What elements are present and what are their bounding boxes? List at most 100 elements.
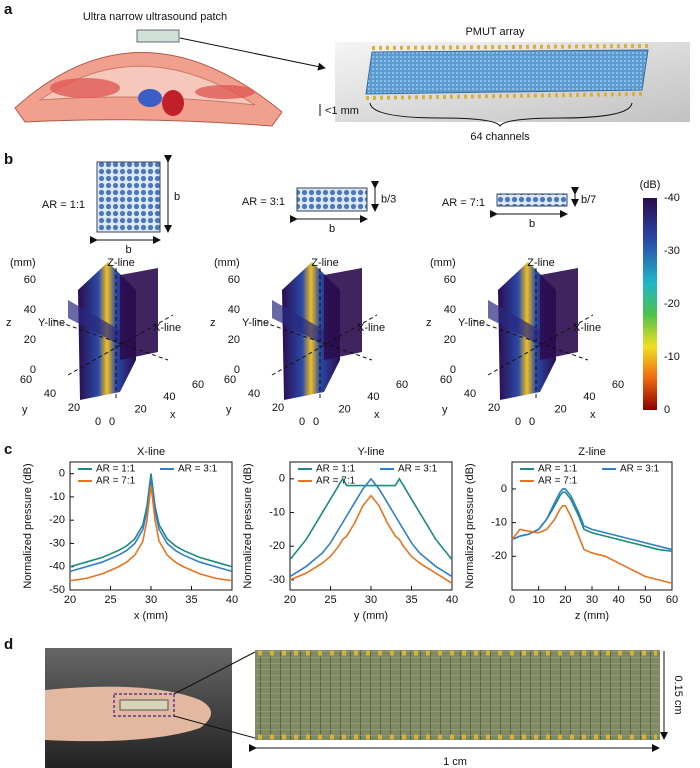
series-line <box>289 494 453 584</box>
y-tick-label: 20 <box>68 402 80 414</box>
x-tick-label: 30 <box>145 594 157 606</box>
y-axis-label: Normalized pressure (dB) <box>22 463 34 588</box>
z-tick-label: 20 <box>24 334 36 346</box>
x-tick-label: 10 <box>533 594 545 606</box>
organ <box>50 78 120 98</box>
x-tick-label: 60 <box>396 379 408 391</box>
x-tick-label: 60 <box>192 379 204 391</box>
axis-label: z <box>426 317 432 329</box>
y-tick-label: 0 <box>501 483 507 495</box>
axis <box>67 314 174 376</box>
axis <box>52 319 169 361</box>
patch-label: Ultra narrow ultrasound patch <box>83 11 227 23</box>
series-line <box>289 477 453 561</box>
height-label: b/7 <box>581 194 596 206</box>
x-axis-label: x (mm) <box>134 610 168 622</box>
axis <box>256 319 373 361</box>
x-tick-label: 20 <box>135 404 147 416</box>
z-tick-label: 20 <box>444 334 456 346</box>
legend-label: AR = 7:1 <box>316 476 356 487</box>
colorbar-tick-label: -40 <box>664 192 680 204</box>
y-axis-label: Normalized pressure (dB) <box>464 463 476 588</box>
axis <box>472 319 589 361</box>
x-tick-label: 40 <box>583 391 595 403</box>
x-tick-label: 60 <box>666 594 678 606</box>
z-tick-label: 0 <box>30 364 36 376</box>
series-line <box>511 491 673 553</box>
x-tick-label: 35 <box>185 594 197 606</box>
height-label: 0.15 cm <box>672 675 684 714</box>
line-label: X-line <box>153 322 181 334</box>
x-tick-label: 40 <box>163 391 175 403</box>
z-tick-label: 60 <box>228 274 240 286</box>
legend-label: AR = 1:1 <box>316 464 356 475</box>
x-tick-label: 25 <box>324 594 336 606</box>
z-tick-label: 0 <box>450 364 456 376</box>
x-tick-label: 40 <box>367 391 379 403</box>
colorbar <box>643 198 657 410</box>
plot-frame <box>511 461 673 591</box>
line-label: Z-line <box>527 257 555 269</box>
x-tick-label: 0 <box>529 416 535 428</box>
ar-label: AR = 3:1 <box>242 196 285 208</box>
colorbar-unit: (dB) <box>640 179 661 191</box>
unit-label: (mm) <box>430 257 456 269</box>
finger <box>45 686 211 742</box>
chart-title: Z-line <box>578 446 606 458</box>
zoom-line <box>173 715 256 739</box>
ar-label: AR = 1:1 <box>42 199 85 211</box>
x-tick-label: 20 <box>339 404 351 416</box>
axis-label: y <box>22 404 28 416</box>
x-tick-label: 0 <box>109 416 115 428</box>
element-shape <box>296 187 368 212</box>
chart-title: X-line <box>137 446 165 458</box>
axis-label: x <box>374 409 380 421</box>
y-tick-label: 0 <box>515 416 521 428</box>
y-tick-label: 20 <box>272 402 284 414</box>
line-label: X-line <box>573 322 601 334</box>
axis-label: z <box>210 317 216 329</box>
array-photo <box>255 650 660 740</box>
x-axis-label: z (mm) <box>575 610 609 622</box>
field-plane <box>540 268 578 360</box>
x-tick-label: 30 <box>365 594 377 606</box>
length-label: 1 cm <box>443 756 467 768</box>
x-tick-label: 0 <box>313 416 319 428</box>
x-tick-label: 30 <box>586 594 598 606</box>
panel-label: b <box>4 151 13 168</box>
colorbar-tick-label: 0 <box>664 404 670 416</box>
y-tick-label: -10 <box>269 506 285 518</box>
thickness-label: <1 mm <box>325 105 359 117</box>
legend-label: AR = 7:1 <box>538 476 578 487</box>
legend-label: AR = 1:1 <box>96 464 136 475</box>
series-line <box>511 504 673 585</box>
series-line <box>511 488 673 551</box>
device <box>119 699 169 711</box>
field-plane <box>68 300 120 345</box>
z-tick-label: 40 <box>24 304 36 316</box>
ar-label: AR = 7:1 <box>442 197 485 209</box>
unit-label: (mm) <box>214 257 240 269</box>
y-tick-label: -10 <box>49 491 65 503</box>
x-tick-label: 50 <box>639 594 651 606</box>
y-tick-label: 60 <box>440 374 452 386</box>
x-tick-label: 20 <box>559 594 571 606</box>
y-tick-label: 0 <box>299 416 305 428</box>
colorbar-tick-label: -10 <box>664 351 680 363</box>
x-tick-label: 40 <box>613 594 625 606</box>
y-tick-label: 0 <box>59 468 65 480</box>
element-shape <box>496 193 568 207</box>
line-label: Z-line <box>107 257 135 269</box>
legend-label: AR = 3:1 <box>178 464 218 475</box>
axis-label: x <box>590 409 596 421</box>
legend-label: AR = 3:1 <box>620 464 660 475</box>
chart-title: Y-line <box>357 446 384 458</box>
vessel <box>162 90 184 116</box>
y-tick-label: -50 <box>49 584 65 596</box>
legend-label: AR = 1:1 <box>538 464 578 475</box>
z-tick-label: 0 <box>234 364 240 376</box>
axis <box>271 314 378 376</box>
line-label: Z-line <box>311 257 339 269</box>
x-tick-label: 35 <box>405 594 417 606</box>
